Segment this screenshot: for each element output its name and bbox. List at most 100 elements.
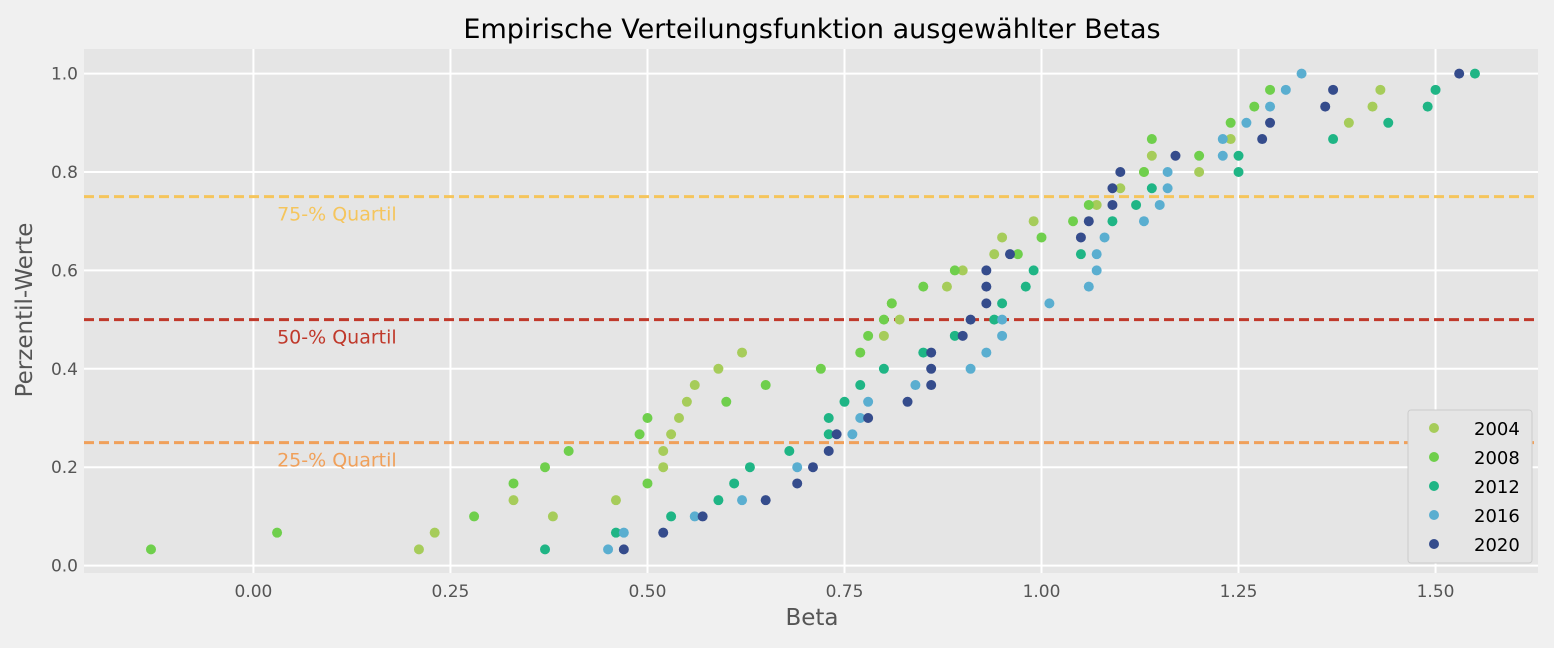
data-point (1328, 84, 1339, 95)
data-point (666, 429, 677, 440)
data-point (1099, 232, 1110, 243)
data-point (1328, 134, 1339, 145)
data-point (1091, 249, 1102, 260)
y-tick-label: 0.0 (51, 557, 78, 577)
legend: 2004 2008 2012 2016 2020 (1407, 409, 1533, 564)
data-point (1107, 216, 1118, 227)
data-point (792, 462, 803, 473)
data-point (886, 298, 897, 309)
data-point (634, 429, 645, 440)
data-point (878, 330, 889, 341)
data-point (1068, 216, 1079, 227)
data-point (713, 363, 724, 374)
x-tick-label: 0.75 (826, 582, 864, 602)
x-tick-label: 1.25 (1220, 582, 1258, 602)
data-point (681, 396, 692, 407)
data-point (508, 495, 519, 506)
data-point (713, 495, 724, 506)
data-point (1280, 84, 1291, 95)
data-point (413, 544, 424, 555)
x-tick-label: 0.50 (629, 582, 667, 602)
reference-line-label: 25-% Quartil (277, 450, 397, 472)
data-point (760, 380, 771, 391)
data-point (878, 314, 889, 325)
data-point (981, 281, 992, 292)
data-point (1138, 216, 1149, 227)
data-point (1194, 167, 1205, 178)
data-point (1138, 167, 1149, 178)
data-point (1454, 68, 1465, 79)
data-point (1075, 232, 1086, 243)
data-point (863, 413, 874, 424)
data-point (1217, 134, 1228, 145)
data-point (949, 330, 960, 341)
data-point (997, 232, 1008, 243)
data-point (863, 330, 874, 341)
data-point (957, 265, 968, 276)
legend-marker (1429, 510, 1439, 520)
data-point (1146, 183, 1157, 194)
data-point (145, 544, 156, 555)
x-axis-label: Beta (785, 605, 838, 631)
data-point (1430, 84, 1441, 95)
data-point (784, 445, 795, 456)
data-point (831, 429, 842, 440)
data-point (1162, 167, 1173, 178)
data-point (1170, 150, 1181, 161)
plot-area (84, 49, 1538, 573)
x-tick-labels: 0.00 0.25 0.50 0.75 1.00 1.25 1.50 (235, 582, 1455, 602)
data-points (145, 68, 1480, 555)
data-point (673, 413, 684, 424)
data-point (1265, 101, 1276, 112)
data-point (1257, 134, 1268, 145)
data-point (737, 347, 748, 358)
x-tick-label: 0.25 (432, 582, 470, 602)
data-point (1154, 199, 1165, 210)
y-axis-label: Perzentil-Werte (12, 223, 38, 398)
y-tick-label: 0.4 (51, 360, 78, 380)
chart-title: Empirische Verteilungsfunktion ausgewähl… (463, 14, 1160, 45)
data-point (1265, 84, 1276, 95)
data-point (926, 363, 937, 374)
data-point (918, 281, 929, 292)
data-point (1083, 281, 1094, 292)
reference-lines: 75-% Quartil 50-% Quartil 25-% Quartil (84, 195, 1538, 472)
data-point (863, 396, 874, 407)
data-point (1249, 101, 1260, 112)
data-point (902, 396, 913, 407)
data-point (272, 527, 283, 538)
legend-label: 2020 (1474, 535, 1520, 556)
data-point (823, 429, 834, 440)
data-point (1343, 117, 1354, 128)
data-point (807, 462, 818, 473)
data-point (1115, 167, 1126, 178)
data-point (642, 478, 653, 489)
data-point (1146, 134, 1157, 145)
data-point (1091, 265, 1102, 276)
data-point (689, 380, 700, 391)
data-point (855, 347, 866, 358)
data-point (1044, 298, 1055, 309)
data-point (918, 347, 929, 358)
data-point (1146, 150, 1157, 161)
data-point (1265, 117, 1276, 128)
y-tick-label: 0.8 (51, 163, 78, 183)
legend-label: 2008 (1474, 448, 1520, 469)
data-point (1225, 117, 1236, 128)
data-point (547, 511, 558, 522)
data-point (910, 380, 921, 391)
data-point (1091, 199, 1102, 210)
data-point (540, 544, 551, 555)
data-point (658, 462, 669, 473)
data-point (1194, 150, 1205, 161)
data-point (1225, 134, 1236, 145)
data-point (642, 413, 653, 424)
data-point (697, 511, 708, 522)
data-point (965, 363, 976, 374)
y-tick-label: 1.0 (51, 65, 78, 85)
legend-box (1407, 409, 1533, 564)
data-point (1367, 101, 1378, 112)
data-point (792, 478, 803, 489)
data-point (1020, 281, 1031, 292)
